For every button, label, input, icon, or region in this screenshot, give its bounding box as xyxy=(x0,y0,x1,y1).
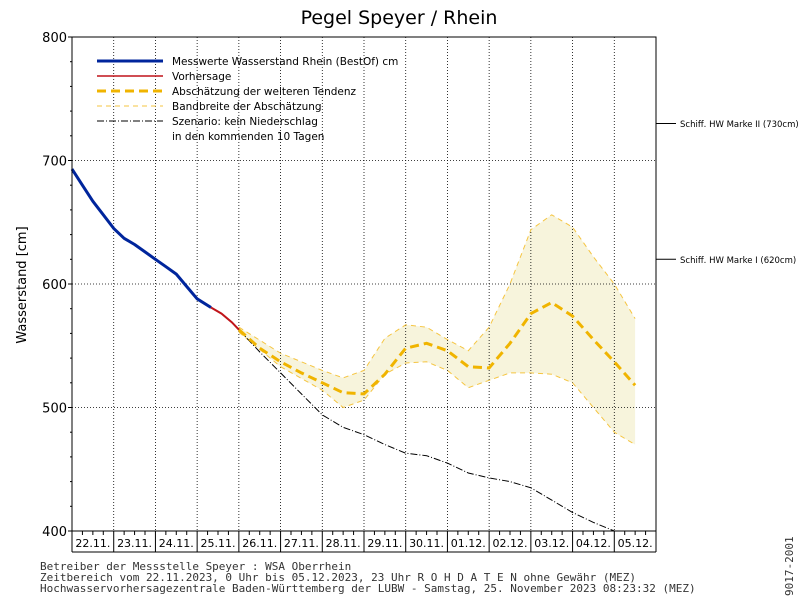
series-scenario xyxy=(238,329,615,532)
footer-code: 9017-2001 xyxy=(783,536,796,596)
legend-label-measured: Messwerte Wasserstand Rhein (BestOf) cm xyxy=(172,56,398,68)
legend-label-trend: Abschätzung der weiteren Tendenz xyxy=(172,86,357,98)
y-tick-label: 600 xyxy=(42,278,67,293)
series-layer xyxy=(70,168,637,532)
hw-mark-label: Schiff. HW Marke I (620cm) xyxy=(680,256,796,266)
y-axis-label: Wasserstand [cm] xyxy=(15,226,30,343)
axis-layer: 400 500 600 700 800 22.11. 23.11. 24.11. 25.11. 2… xyxy=(42,31,657,553)
footer-operator: Betreiber der Messstelle Speyer : WSA Ob… xyxy=(40,560,351,573)
y-tick-label: 700 xyxy=(42,155,67,170)
footer-time-range: Zeitbereich vom 22.11.2023, 0 Uhr bis 05… xyxy=(40,571,636,584)
legend-label-forecast: Vorhersage xyxy=(172,71,231,83)
x-tick-label: 03.12. xyxy=(534,537,569,550)
series-measured xyxy=(70,168,212,309)
series-trend xyxy=(237,300,637,396)
legend-label-scenario: Szenario: kein Niederschlag xyxy=(172,116,318,128)
hw-mark-label: Schiff. HW Marke II (730cm) xyxy=(680,120,799,130)
x-tick-label: 05.12. xyxy=(618,537,653,550)
band-lower-line xyxy=(238,331,636,446)
grid-layer xyxy=(72,37,656,531)
band-upper-line xyxy=(238,214,636,379)
y-tick-label: 500 xyxy=(42,402,67,417)
annotation-layer: Schiff. HW Marke II (730cm) Schiff. HW Ma… xyxy=(656,120,799,266)
y-tick-label: 800 xyxy=(42,31,67,46)
band-fill xyxy=(238,214,636,445)
chart-title: Pegel Speyer / Rhein xyxy=(301,7,498,29)
legend-label-band: Bandbreite der Abschätzung xyxy=(172,101,322,113)
x-tick-label: 27.11. xyxy=(284,537,319,550)
x-tick-label: 04.12. xyxy=(576,537,611,550)
legend: Messwerte Wasserstand Rhein (BestOf) cm V… xyxy=(97,56,398,143)
x-tick-label: 28.11. xyxy=(326,537,361,550)
footer-publisher: Hochwasservorhersagezentrale Baden-Württ… xyxy=(40,582,696,595)
x-tick-label: 25.11. xyxy=(201,537,236,550)
x-tick-label: 23.11. xyxy=(117,537,152,550)
x-tick-label: 26.11. xyxy=(242,537,277,550)
x-tick-label: 22.11. xyxy=(75,537,110,550)
x-tick-label: 24.11. xyxy=(159,537,194,550)
band-layer xyxy=(238,214,636,445)
series-forecast xyxy=(210,306,240,331)
legend-label-scenario_note: in den kommenden 10 Tagen xyxy=(172,131,324,143)
x-tick-label: 29.11. xyxy=(367,537,402,550)
x-tick-label: 30.11. xyxy=(409,537,444,550)
x-tick-label: 01.12. xyxy=(451,537,486,550)
x-tick-label: 02.12. xyxy=(493,537,528,550)
y-tick-label: 400 xyxy=(42,525,67,540)
